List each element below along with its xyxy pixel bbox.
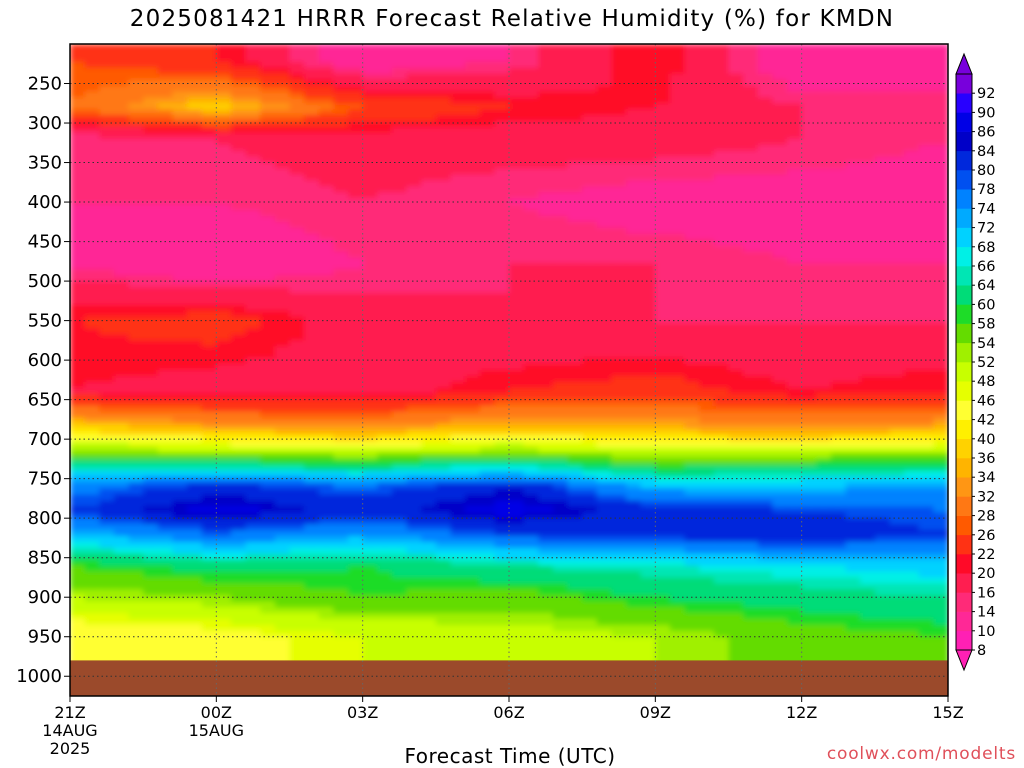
colorbar-label: 52 (977, 355, 995, 371)
x-tick-label: 2025 (50, 739, 91, 758)
x-tick-label: 15Z (932, 703, 963, 722)
colorbar-swatch (956, 112, 972, 132)
colorbar-swatch (956, 131, 972, 152)
rh-field (70, 44, 948, 696)
colorbar-label: 22 (977, 547, 995, 563)
colorbar-label: 86 (977, 125, 995, 141)
colorbar-label: 68 (977, 240, 995, 256)
colorbar-label: 92 (977, 86, 995, 102)
x-tick-label: 21Z (54, 703, 85, 722)
colorbar-label: 36 (977, 451, 995, 467)
colorbar-label: 48 (977, 374, 995, 390)
colorbar-swatch (956, 323, 972, 344)
colorbar-label: 84 (977, 144, 995, 160)
colorbar-label: 8 (977, 643, 986, 659)
x-tick-label: 12Z (786, 703, 817, 722)
colorbar-swatch (956, 573, 972, 593)
colorbar-label: 90 (977, 105, 995, 121)
colorbar-swatch (956, 630, 972, 651)
colorbar-label: 58 (977, 317, 995, 333)
colorbar-swatch (956, 189, 972, 209)
colorbar-label: 80 (977, 163, 995, 179)
y-tick-label: 800 (28, 508, 62, 529)
y-tick-label: 450 (28, 232, 62, 253)
credit-text: coolwx.com/modelts (826, 744, 1016, 764)
y-tick-label: 700 (28, 429, 62, 450)
colorbar-label: 26 (977, 528, 995, 544)
y-tick-label: 300 (28, 113, 62, 134)
colorbar-label: 60 (977, 297, 995, 313)
x-tick-label: 00Z (201, 703, 232, 722)
y-tick-label: 350 (28, 153, 62, 174)
colorbar-label: 78 (977, 182, 995, 198)
colorbar-swatch (956, 246, 972, 267)
y-tick-label: 500 (28, 271, 62, 292)
colorbar-label: 74 (977, 201, 995, 217)
colorbar-label: 34 (977, 470, 995, 486)
x-tick-label: 06Z (493, 703, 524, 722)
colorbar-swatch (956, 208, 972, 228)
colorbar-label: 16 (977, 585, 995, 601)
y-tick-label: 1000 (16, 666, 62, 687)
colorbar-swatch (956, 477, 972, 497)
x-tick-label: 09Z (640, 703, 671, 722)
colorbar-label: 46 (977, 393, 995, 409)
colorbar-label: 72 (977, 221, 995, 237)
colorbar-label: 42 (977, 413, 995, 429)
colorbar-swatch (956, 611, 972, 632)
colorbar-swatch (956, 304, 972, 324)
colorbar-swatch (956, 170, 972, 190)
colorbar: 8 10 14 16 20 22 26 28 32 34 36 40 42 46 48 52 54 58 60 64 6… (955, 52, 995, 672)
colorbar-swatch (956, 458, 972, 478)
x-tick-label: 15AUG (189, 721, 244, 740)
colorbar-swatch (956, 150, 972, 171)
colorbar-swatch (956, 400, 972, 420)
colorbar-swatch (956, 227, 972, 248)
y-tick-label: 600 (28, 350, 62, 371)
y-axis-ticks: 250 300 350 400 450 500 550 600 650 700 750 800 850 9… (16, 74, 70, 687)
x-tick-label: 14AUG (42, 721, 97, 740)
colorbar-swatch (956, 362, 972, 382)
colorbar-swatch (956, 534, 972, 555)
colorbar-label: 32 (977, 489, 995, 505)
colorbar-swatch (956, 419, 972, 440)
colorbar-swatch (956, 592, 972, 612)
chart-title: 2025081421 HRRR Forecast Relative Humidi… (129, 6, 895, 32)
y-tick-label: 400 (28, 192, 62, 213)
y-tick-label: 750 (28, 469, 62, 490)
y-tick-label: 550 (28, 311, 62, 332)
colorbar-label: 40 (977, 432, 995, 448)
y-tick-label: 850 (28, 548, 62, 569)
y-tick-label: 650 (28, 390, 62, 411)
colorbar-swatch (956, 266, 972, 286)
colorbar-swatch (956, 93, 972, 113)
colorbar-label: 64 (977, 278, 995, 294)
y-tick-label: 250 (28, 74, 62, 95)
colorbar-label: 20 (977, 566, 995, 582)
colorbar-swatch (956, 554, 972, 574)
colorbar-label: 66 (977, 259, 995, 275)
colorbar-swatch (956, 381, 972, 401)
x-axis-label: Forecast Time (UTC) (404, 744, 616, 768)
colorbar-top-arrow (955, 52, 973, 75)
colorbar-swatch (956, 496, 972, 516)
colorbar-bottom-arrow (955, 649, 973, 672)
colorbar-swatch (956, 515, 972, 536)
colorbar-swatch (956, 438, 972, 459)
colorbar-label: 54 (977, 336, 995, 352)
colorbar-label: 28 (977, 509, 995, 525)
colorbar-label: 14 (977, 605, 995, 621)
colorbar-swatch (956, 74, 972, 94)
x-tick-label: 03Z (347, 703, 378, 722)
colorbar-swatch (956, 342, 972, 363)
colorbar-label: 10 (977, 624, 995, 640)
colorbar-swatch (956, 285, 972, 305)
y-tick-label: 950 (28, 627, 62, 648)
y-tick-label: 900 (28, 587, 62, 608)
